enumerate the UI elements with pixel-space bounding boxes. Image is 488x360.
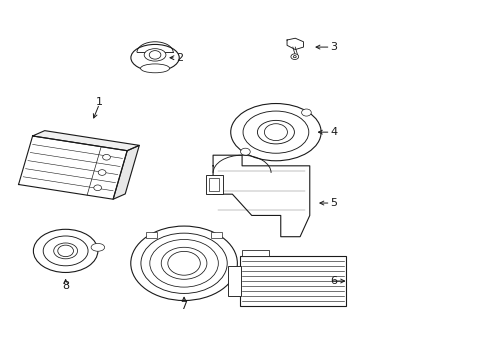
Polygon shape (286, 38, 303, 50)
Bar (242, 250, 268, 256)
Ellipse shape (33, 229, 98, 273)
Circle shape (290, 54, 298, 59)
Circle shape (58, 245, 73, 257)
Text: 1: 1 (96, 97, 103, 107)
Text: 5: 5 (330, 198, 337, 208)
Ellipse shape (144, 49, 165, 61)
Bar (227, 266, 241, 296)
Polygon shape (33, 131, 139, 151)
Bar (145, 231, 157, 238)
Circle shape (102, 154, 110, 160)
Polygon shape (19, 136, 127, 199)
Ellipse shape (141, 233, 227, 293)
Polygon shape (213, 155, 309, 237)
Circle shape (149, 51, 161, 59)
Ellipse shape (243, 111, 308, 153)
Ellipse shape (161, 247, 206, 279)
Text: 6: 6 (330, 276, 337, 286)
Bar (210, 231, 222, 238)
Circle shape (98, 170, 106, 175)
Ellipse shape (140, 64, 169, 73)
Bar (239, 256, 346, 306)
Text: 7: 7 (180, 301, 187, 311)
Circle shape (301, 109, 311, 116)
Circle shape (94, 185, 102, 190)
Circle shape (167, 251, 200, 275)
Ellipse shape (149, 239, 218, 287)
Text: 2: 2 (175, 53, 183, 63)
Circle shape (240, 148, 250, 155)
Ellipse shape (131, 44, 179, 71)
Ellipse shape (43, 236, 88, 266)
Bar (205, 175, 223, 194)
Ellipse shape (91, 243, 104, 251)
Text: 3: 3 (330, 42, 337, 52)
Ellipse shape (54, 243, 78, 259)
Text: 8: 8 (62, 281, 69, 291)
Circle shape (293, 55, 296, 58)
Ellipse shape (257, 120, 294, 144)
Ellipse shape (130, 226, 237, 301)
Polygon shape (113, 145, 139, 199)
Circle shape (264, 124, 287, 141)
Bar (209, 178, 219, 192)
Ellipse shape (230, 104, 321, 161)
Text: 4: 4 (330, 127, 337, 137)
